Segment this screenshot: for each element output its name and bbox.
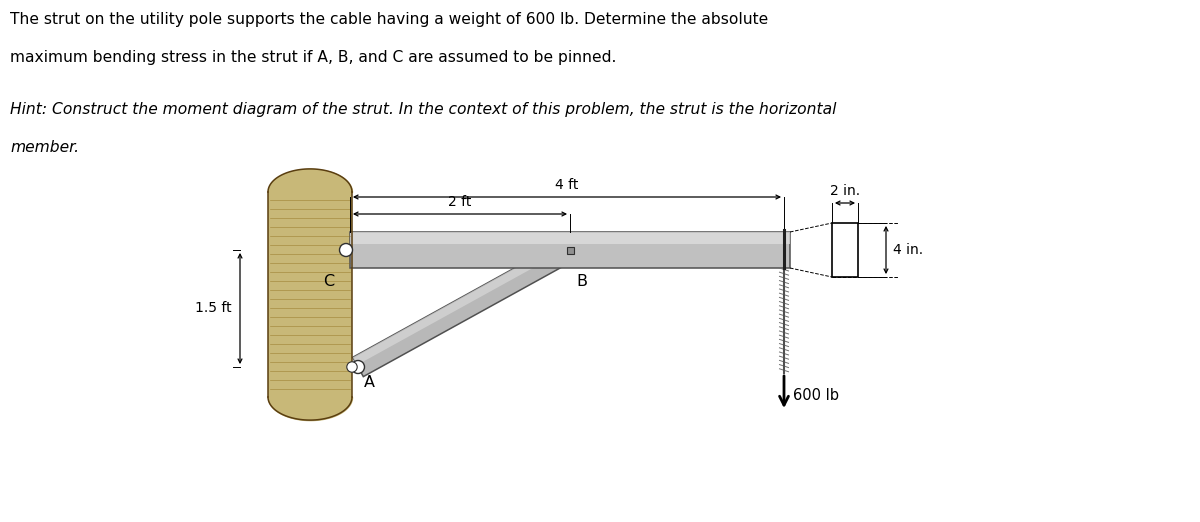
Text: Hint: Construct the moment diagram of the strut. In the context of this problem,: Hint: Construct the moment diagram of th… [10, 102, 836, 117]
Text: 2 ft: 2 ft [449, 195, 472, 209]
Text: A: A [364, 375, 374, 390]
Text: 1.5 ft: 1.5 ft [196, 302, 232, 315]
Text: 4 in.: 4 in. [893, 243, 923, 257]
Bar [832, 223, 858, 277]
Text: C: C [323, 274, 334, 289]
Text: 4 ft: 4 ft [556, 178, 578, 192]
Polygon shape [353, 240, 575, 377]
Circle shape [340, 243, 353, 256]
Polygon shape [350, 232, 790, 268]
Text: 600 lb: 600 lb [793, 387, 839, 402]
Text: member.: member. [10, 140, 79, 155]
Polygon shape [268, 192, 352, 397]
Bar [566, 246, 574, 254]
Circle shape [347, 362, 358, 372]
Polygon shape [350, 232, 790, 244]
Text: The strut on the utility pole supports the cable having a weight of 600 lb. Dete: The strut on the utility pole supports t… [10, 12, 768, 27]
Circle shape [352, 361, 365, 374]
Text: 2 in.: 2 in. [830, 184, 860, 198]
Text: maximum bending stress in the strut if A, B, and C are assumed to be pinned.: maximum bending stress in the strut if A… [10, 50, 617, 65]
Text: B: B [576, 274, 587, 289]
Polygon shape [353, 240, 569, 365]
